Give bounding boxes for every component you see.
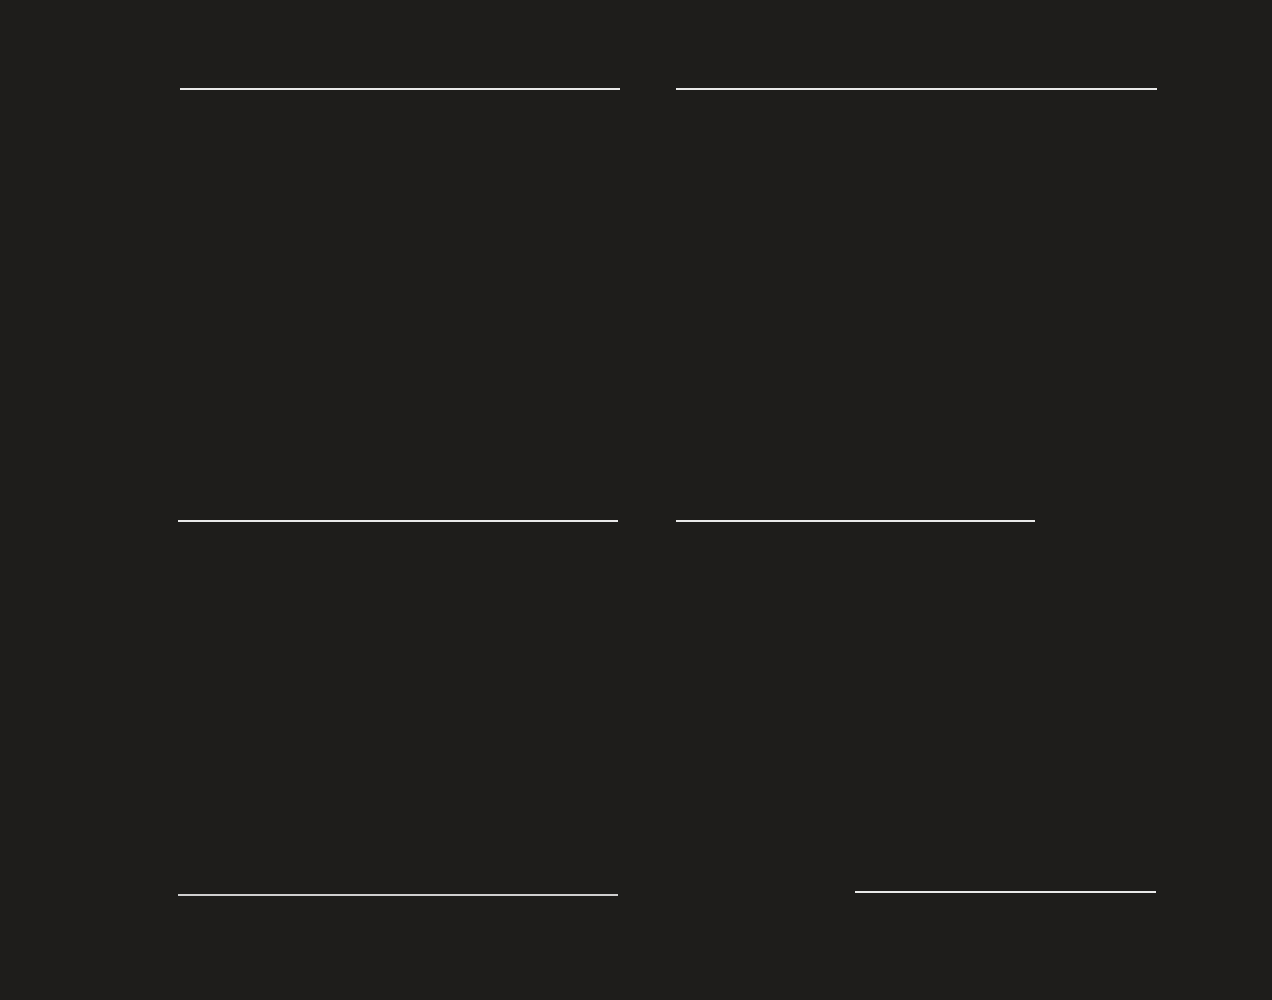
background-title (676, 500, 1172, 510)
tenure-title (178, 500, 629, 510)
tenure-bottom-rule (178, 894, 618, 896)
tenure-title-rule (178, 520, 618, 522)
gender-title-rule (676, 88, 1157, 90)
background-title-rule (676, 520, 1035, 522)
region-title (180, 70, 629, 78)
region-title-rule (180, 88, 620, 90)
technical-value-badge (1055, 566, 1153, 630)
gender-title (676, 70, 1160, 78)
non-technical-value-badge (678, 803, 777, 865)
gender-identity-section (676, 70, 1160, 460)
background-section (676, 500, 1172, 930)
region-section (84, 70, 629, 102)
donut-chart (758, 561, 1058, 861)
tenure-section (84, 500, 629, 920)
background-bottom-rule (855, 891, 1156, 893)
